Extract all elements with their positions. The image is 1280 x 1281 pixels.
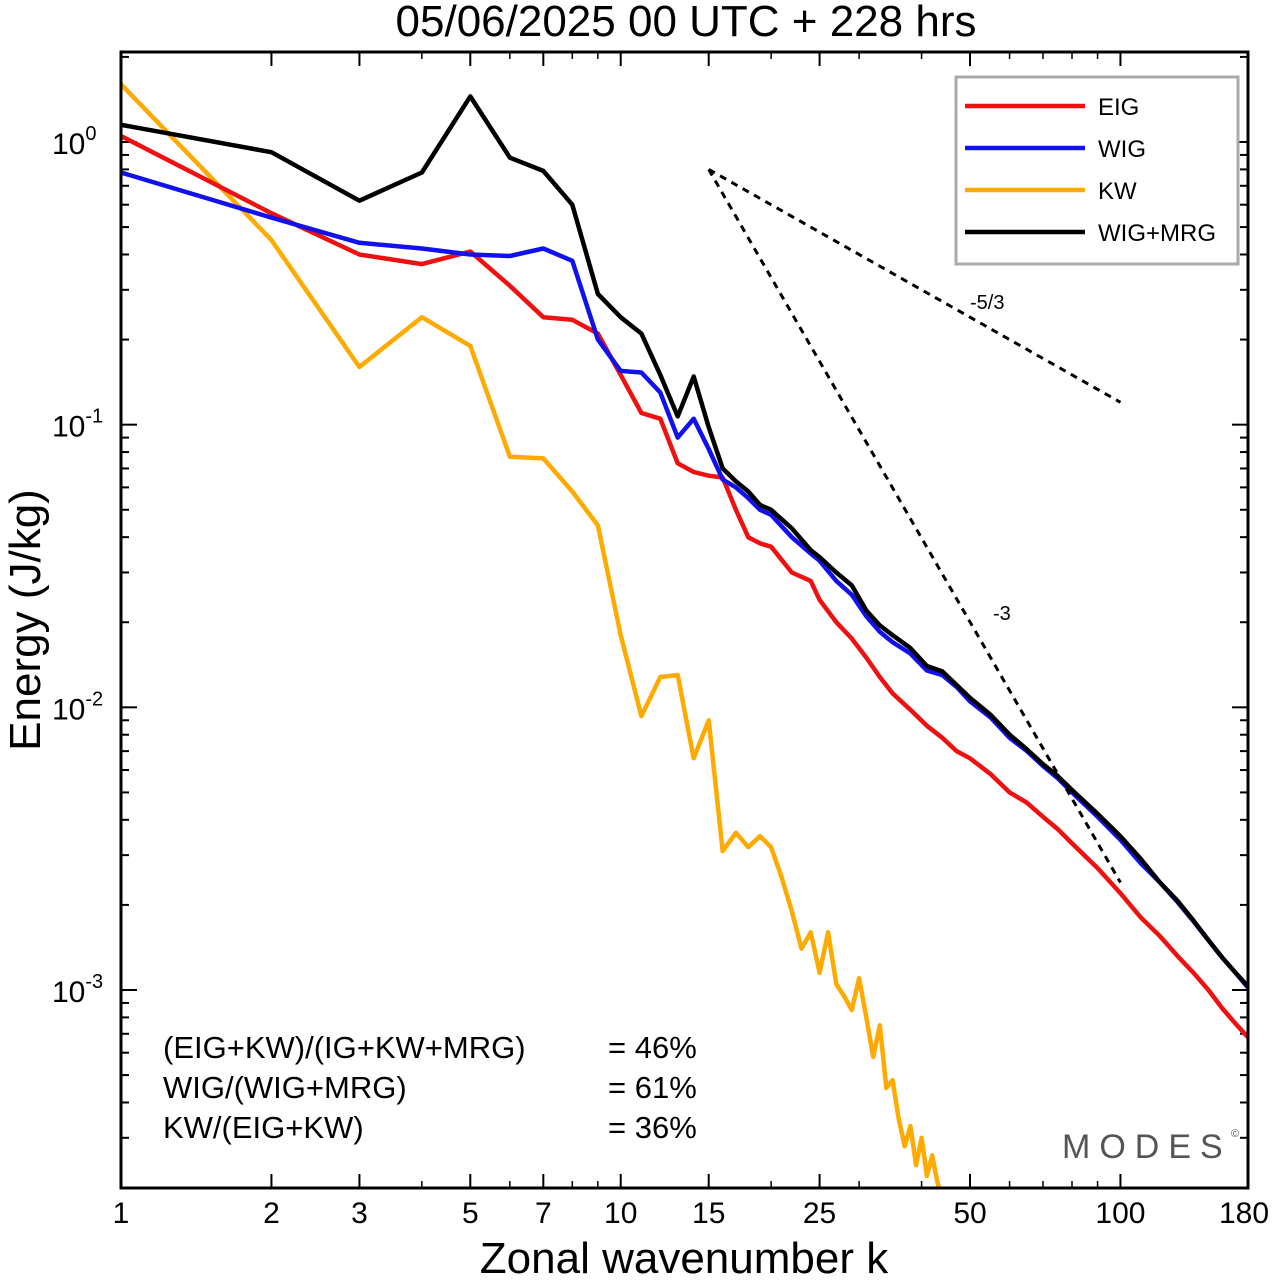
series-line-wig [121, 170, 1248, 990]
reference-line-minus-5-3 [707, 168, 1122, 404]
y-tick-label: 10-1 [52, 406, 103, 444]
y-tick-label: 100 [52, 123, 97, 161]
x-tick-label: 100 [1095, 1197, 1145, 1230]
stats-annotations: (EIG+KW)/(IG+KW+MRG) = 46% WIG/(WIG+MRG) = … [163, 1030, 697, 1145]
stat-label: (EIG+KW)/(IG+KW+MRG) [163, 1030, 526, 1065]
y-tick-label: 10-3 [52, 971, 103, 1009]
series-line-kw [121, 82, 942, 1188]
modes-watermark: MODES © [1062, 1128, 1239, 1166]
x-tick-label: 3 [351, 1197, 368, 1230]
reference-line-label: -5/3 [970, 292, 1004, 314]
legend: EIG WIG KW WIG+MRG [954, 75, 1240, 266]
x-tick-label: 25 [803, 1197, 836, 1230]
y-tick-labels: 100 10-1 10-2 10-3 [52, 123, 103, 1009]
x-tick-label: 2 [263, 1197, 280, 1230]
y-axis-label: Energy (J/kg) [1, 489, 50, 751]
series-line-eig [121, 133, 1248, 1039]
legend-label: WIG+MRG [1098, 220, 1216, 247]
legend-label: KW [1098, 178, 1137, 205]
series-line-wig-mrg [121, 94, 1248, 988]
plot-frame [119, 50, 1250, 1190]
x-tick-label: 50 [953, 1197, 986, 1230]
reference-lines: -5/3 -3 [707, 168, 1122, 884]
legend-label: EIG [1098, 94, 1139, 121]
chart-title: 05/06/2025 00 UTC + 228 hrs [396, 0, 977, 46]
x-tick-label: 15 [692, 1197, 725, 1230]
x-tick-label: 180 [1219, 1197, 1269, 1230]
stat-label: WIG/(WIG+MRG) [163, 1070, 407, 1105]
stat-value: = 46% [608, 1030, 697, 1065]
stat-value: = 61% [608, 1070, 697, 1105]
x-tick-label: 10 [604, 1197, 637, 1230]
stat-value: = 36% [608, 1110, 697, 1145]
series-layer [121, 82, 1248, 1188]
reference-line-label: -3 [993, 603, 1011, 625]
stat-label: KW/(EIG+KW) [163, 1110, 364, 1145]
x-tick-label: 7 [535, 1197, 552, 1230]
x-axis-label: Zonal wavenumber k [480, 1234, 889, 1281]
legend-label: WIG [1098, 136, 1146, 163]
x-tick-label: 5 [462, 1197, 479, 1230]
watermark-copyright: © [1231, 1128, 1239, 1140]
y-tick-label: 10-2 [52, 688, 103, 726]
x-tick-labels: 1 2 3 5 7 10 15 25 50 100 180 [113, 1197, 1269, 1230]
watermark-text: MODES [1062, 1128, 1232, 1166]
x-tick-label: 1 [113, 1197, 130, 1230]
